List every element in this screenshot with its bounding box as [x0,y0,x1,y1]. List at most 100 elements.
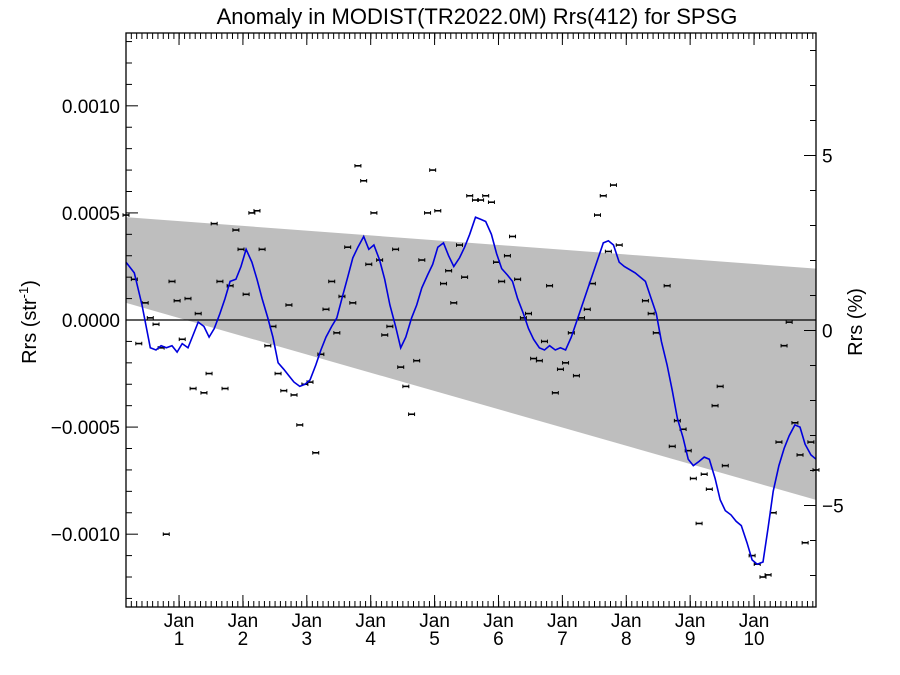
data-point [200,391,208,395]
data-point [418,258,426,262]
data-point [509,234,517,239]
data-point [562,361,570,365]
data-point [711,403,719,408]
y-axis-label-left: Rrs (str-1) [16,280,41,364]
data-point [434,208,442,213]
axes-layer: 0.00100.00050.0000−0.0005−0.001050−5Jan1… [51,32,844,650]
data-point [173,298,181,303]
data-point [354,163,362,168]
x-tick-label-year: 6 [493,629,504,650]
data-point [440,281,448,286]
data-point [663,283,671,288]
y-tick-label-left: 0.0010 [62,97,120,118]
data-point [210,221,218,226]
y-tick-label-left: 0.0005 [62,204,120,225]
x-tick-label-month: Jan [483,611,514,632]
data-point [205,371,213,376]
y-tick-label-right: −5 [822,497,844,518]
data-point [237,247,245,252]
data-point [152,322,160,327]
x-tick-label-month: Jan [164,611,195,632]
data-point [178,337,186,342]
x-tick-label-year: 8 [621,629,632,650]
x-tick-label-year: 3 [302,629,313,650]
data-point [551,391,559,395]
data-point [775,440,783,444]
data-point [429,168,437,172]
data-point [413,358,421,363]
data-point [264,343,272,348]
data-point [386,324,394,329]
data-point [184,296,192,301]
data-point [424,211,432,215]
x-tick-label-year: 2 [238,629,249,650]
data-point [290,393,298,397]
data-point [135,341,143,346]
data-point [594,213,601,217]
data-point [641,298,649,303]
data-points-layer [122,163,820,579]
data-point [764,573,772,577]
data-point [615,243,623,247]
data-point [296,423,304,427]
data-point [365,262,373,267]
data-point [392,247,400,252]
data-point [503,253,511,258]
data-point [253,208,261,213]
smoothed-series-line [125,216,817,566]
data-point [546,283,554,288]
data-point [312,450,320,455]
data-point [807,440,815,444]
y-axis-label-right: Rrs (%) [845,288,867,356]
data-point [146,316,154,320]
data-point [445,268,453,273]
data-point [498,279,506,284]
y-tick-label-right: 5 [822,147,833,168]
data-point [221,386,229,391]
data-point [583,307,591,312]
data-point [796,453,804,457]
uncertainty-band [126,217,816,500]
data-point [397,365,405,369]
data-point [759,575,767,579]
data-point [689,476,697,481]
y-tick-label-left: −0.0010 [51,525,120,546]
data-point [599,193,607,198]
data-point [360,178,368,183]
data-point [242,292,250,297]
data-point [604,249,612,254]
data-point [333,331,341,335]
data-point [274,371,282,376]
data-point [456,243,463,247]
data-point [540,339,548,344]
y-tick-label-right: 0 [822,322,833,343]
data-point [556,367,564,372]
data-point [705,487,713,492]
x-tick-label-year: 7 [557,629,568,650]
smoothed-line-layer [125,216,817,566]
data-point [370,211,378,215]
x-tick-label-month: Jan [611,611,642,632]
data-point [248,211,256,215]
x-tick-label-year: 5 [429,629,440,650]
x-tick-label-year: 4 [365,629,376,650]
data-point [668,444,676,449]
data-point [194,311,202,316]
data-point [162,532,170,536]
data-point [322,307,330,312]
data-point [408,412,416,417]
x-tick-label-month: Jan [291,611,322,632]
data-point [402,384,410,389]
x-tick-label-month: Jan [547,611,578,632]
x-tick-label-month: Jan [739,611,770,632]
y-axis-label-sup: -1 [16,287,31,299]
data-point [189,386,197,391]
data-point [482,193,490,198]
data-point [168,279,176,284]
y-tick-label-left: −0.0005 [51,418,120,439]
data-point [280,388,288,393]
data-point [525,311,532,316]
data-point [785,320,793,324]
x-tick-label-month: Jan [355,611,386,632]
data-point [801,540,809,545]
